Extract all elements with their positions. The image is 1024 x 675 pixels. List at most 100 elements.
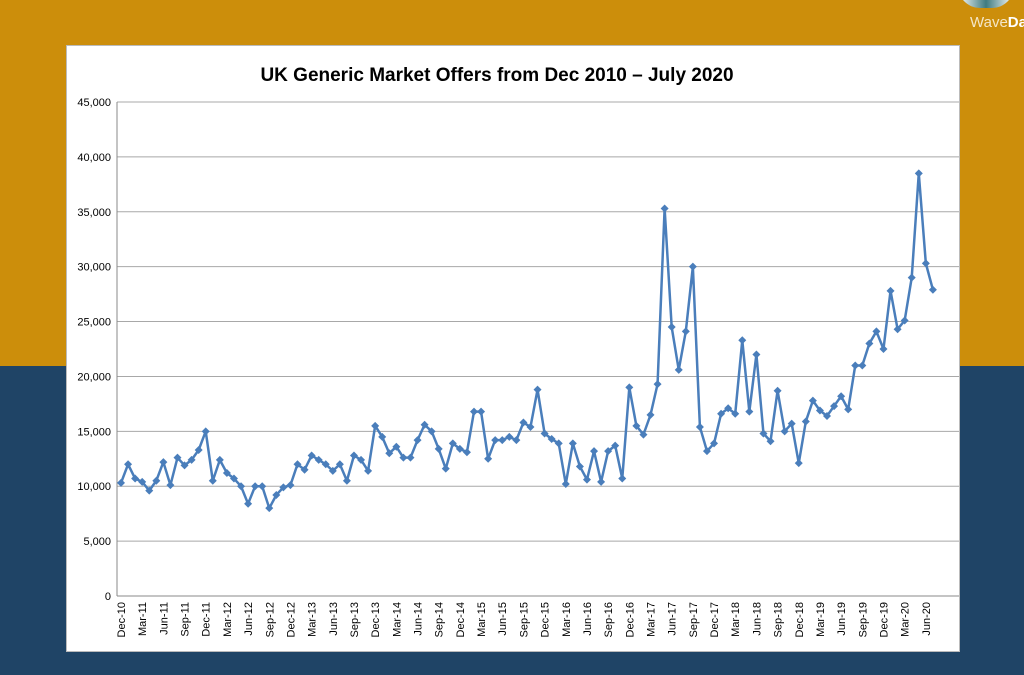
data-point	[512, 436, 521, 445]
data-point	[357, 455, 366, 464]
data-point	[830, 402, 839, 411]
data-point	[547, 435, 556, 444]
x-tick-label: Jun-13	[328, 602, 340, 636]
x-tick-label: Sep-16	[603, 602, 615, 637]
data-point	[590, 447, 599, 456]
x-tick-label: Jun-20	[921, 602, 933, 636]
logo-text-bold: Data	[1007, 14, 1024, 31]
data-point	[575, 462, 584, 471]
x-tick-label: Sep-15	[518, 602, 530, 637]
data-point	[342, 476, 351, 485]
data-point	[766, 437, 775, 446]
x-tick-label: Dec-13	[370, 602, 382, 637]
data-point	[413, 436, 422, 445]
x-tick-label: Mar-14	[391, 602, 403, 637]
data-point	[787, 419, 796, 428]
data-point	[900, 316, 909, 325]
data-point	[858, 361, 867, 370]
data-point	[448, 439, 457, 448]
data-point	[561, 480, 570, 489]
data-point	[865, 339, 874, 348]
data-point	[470, 407, 478, 416]
data-point	[477, 407, 486, 416]
data-point	[533, 385, 542, 394]
data-point	[611, 441, 620, 450]
data-point	[293, 460, 302, 469]
data-point	[632, 421, 641, 430]
y-tick-label: 30,000	[77, 262, 111, 274]
data-point	[420, 420, 429, 429]
x-tick-label: Sep-19	[857, 602, 869, 637]
data-point	[434, 444, 443, 453]
y-tick-label: 10,000	[77, 481, 111, 493]
data-point	[681, 327, 690, 336]
x-tick-label: Dec-16	[624, 602, 636, 637]
x-tick-label: Mar-11	[137, 602, 149, 636]
data-point	[653, 380, 662, 389]
y-tick-label: 5,000	[83, 536, 111, 548]
x-tick-label: Dec-14	[455, 602, 467, 637]
data-point	[505, 432, 514, 441]
x-tick-label: Dec-17	[709, 602, 721, 637]
data-point	[738, 336, 747, 345]
x-tick-label: Mar-18	[730, 602, 742, 637]
x-tick-label: Mar-19	[815, 602, 827, 637]
data-point	[625, 383, 634, 392]
data-point	[674, 365, 683, 374]
series-line	[119, 172, 935, 510]
y-tick-label: 35,000	[77, 207, 111, 219]
x-tick-label: Dec-19	[878, 602, 890, 637]
data-point	[152, 476, 161, 485]
data-point	[597, 477, 606, 486]
y-tick-label: 15,000	[77, 426, 111, 438]
data-point	[286, 481, 295, 490]
data-point	[349, 451, 358, 460]
x-tick-label: Sep-11	[180, 602, 192, 637]
data-point	[399, 453, 408, 462]
data-point	[780, 427, 789, 436]
x-tick-label: Jun-19	[836, 602, 848, 636]
data-point	[928, 285, 937, 294]
data-point	[314, 455, 323, 464]
data-point	[265, 504, 274, 513]
x-tick-label: Dec-11	[201, 602, 213, 637]
x-tick-label: Sep-12	[264, 602, 276, 637]
data-point	[145, 486, 154, 495]
data-point	[335, 460, 344, 469]
data-point	[229, 474, 238, 483]
data-point	[907, 273, 916, 282]
y-tick-label: 45,000	[77, 97, 111, 109]
data-point	[667, 323, 676, 332]
x-tick-label: Jun-12	[243, 602, 255, 636]
data-point	[307, 451, 316, 460]
data-point	[173, 453, 182, 462]
data-point	[237, 482, 246, 491]
data-point	[801, 417, 810, 426]
data-point	[455, 444, 464, 453]
data-point	[208, 476, 217, 485]
data-point	[364, 466, 373, 475]
x-tick-label: Mar-13	[307, 602, 319, 637]
data-point	[731, 409, 740, 418]
wave-logo-icon	[958, 0, 1014, 8]
chart-card: UK Generic Market Offers from Dec 2010 –…	[66, 45, 960, 652]
data-point	[752, 350, 761, 359]
data-point	[660, 204, 669, 213]
data-point	[251, 482, 260, 491]
data-point	[710, 439, 719, 448]
data-point	[914, 169, 923, 178]
chart-title: UK Generic Market Offers from Dec 2010 –…	[260, 65, 733, 86]
data-point	[441, 464, 450, 473]
data-point	[484, 454, 493, 463]
data-point	[554, 439, 563, 448]
x-tick-label: Dec-18	[794, 602, 806, 637]
data-point	[131, 474, 140, 483]
data-point	[279, 483, 288, 492]
data-point	[568, 439, 577, 448]
data-point	[688, 262, 697, 271]
x-tick-label: Sep-18	[773, 602, 785, 637]
x-tick-label: Mar-12	[222, 602, 234, 637]
data-point	[244, 499, 253, 508]
data-point	[724, 404, 733, 413]
data-point	[879, 345, 888, 353]
